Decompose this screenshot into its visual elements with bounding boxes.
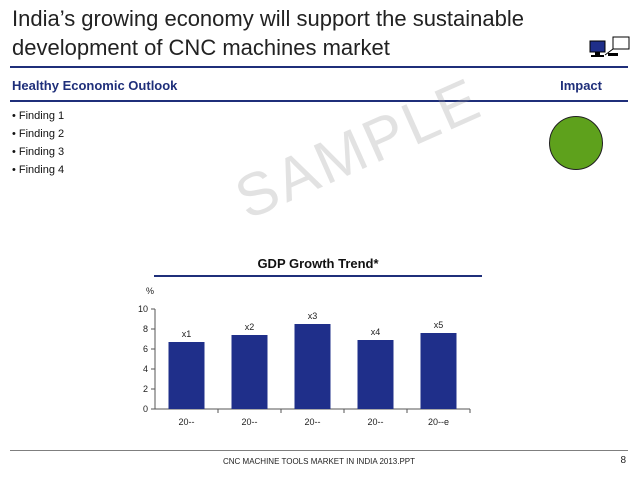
y-tick-label: 6 — [143, 344, 148, 354]
finding-item: • Finding 2 — [12, 125, 64, 143]
slide-title: India’s growing economy will support the… — [12, 4, 582, 62]
finding-item: • Finding 4 — [12, 161, 64, 179]
page-number: 8 — [620, 455, 626, 466]
computer-monitor-icon — [589, 36, 630, 57]
finding-text: Finding 1 — [18, 110, 65, 122]
slide-title-line-2: development of CNC machines market — [12, 35, 390, 60]
findings-list: • Finding 1 • Finding 2 • Finding 3 • Findin… — [12, 107, 64, 179]
y-axis-unit-label: % — [146, 286, 154, 296]
footer-text: CNC MACHINE TOOLS MARKET IN INDIA 2013.P… — [222, 457, 416, 466]
bullet: • — [12, 110, 16, 122]
finding-text: Finding 4 — [18, 164, 65, 176]
title-divider — [10, 66, 628, 68]
chart-title: GDP Growth Trend* — [257, 256, 379, 271]
bar — [420, 333, 457, 409]
bullet: • — [12, 164, 16, 176]
finding-text: Finding 3 — [18, 146, 65, 158]
finding-item: • Finding 3 — [12, 143, 64, 161]
gdp-growth-chart: % 0 2 4 6 8 10 x1 20-- x2 20-- x3 20-- x4 20-- x5 20--e — [138, 286, 471, 427]
x-tick-label: 20-- — [367, 417, 383, 427]
y-tick-label: 8 — [143, 324, 148, 334]
section-heading: Healthy Economic Outlook — [12, 78, 178, 93]
slide-title-line-1: India’s growing economy will support the… — [12, 6, 524, 31]
x-tick-label: 20--e — [428, 417, 449, 427]
section-divider — [10, 100, 628, 102]
bullet: • — [12, 146, 16, 158]
bar — [231, 335, 268, 409]
bar-data-label: x1 — [182, 329, 192, 339]
bar-data-label: x2 — [245, 322, 255, 332]
bar — [357, 340, 394, 409]
bar-data-label: x4 — [371, 327, 381, 337]
impact-indicator — [549, 116, 603, 170]
bar-data-label: x5 — [434, 320, 444, 330]
bullet: • — [12, 128, 16, 140]
x-tick-label: 20-- — [241, 417, 257, 427]
finding-item: • Finding 1 — [12, 107, 64, 125]
bar — [294, 324, 331, 409]
footer-divider — [10, 450, 628, 451]
y-tick-label: 0 — [143, 404, 148, 414]
impact-heading: Impact — [560, 78, 602, 93]
y-tick-label: 10 — [138, 304, 148, 314]
bar — [168, 342, 205, 409]
bar-data-label: x3 — [308, 311, 318, 321]
finding-text: Finding 2 — [18, 128, 65, 140]
chart-title-divider — [154, 275, 482, 277]
x-tick-label: 20-- — [304, 417, 320, 427]
x-tick-label: 20-- — [178, 417, 194, 427]
sample-watermark: SAMPLE — [225, 64, 492, 233]
y-tick-label: 2 — [143, 384, 148, 394]
y-tick-label: 4 — [143, 364, 148, 374]
